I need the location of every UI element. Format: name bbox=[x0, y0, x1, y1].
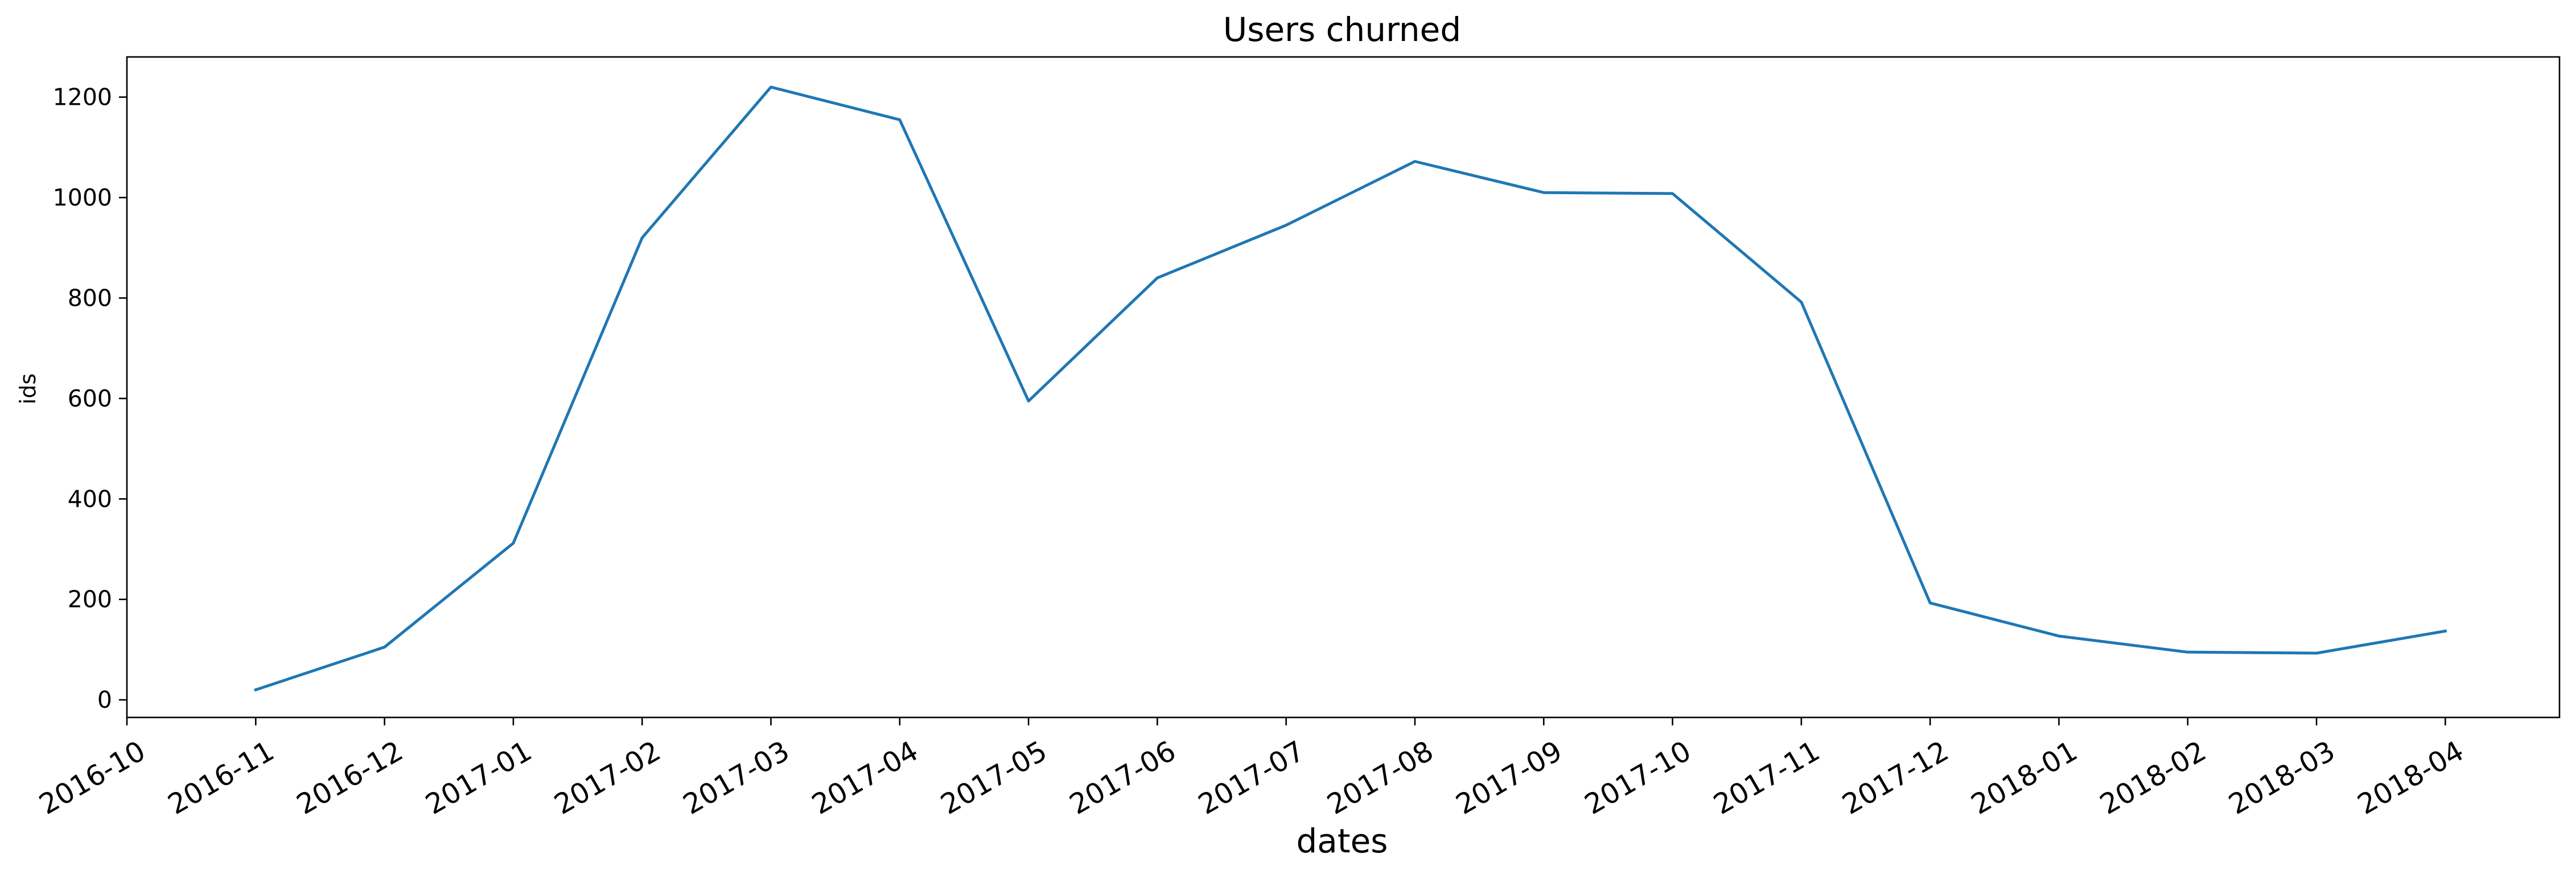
data-point bbox=[1671, 192, 1674, 195]
y-tick-label: 600 bbox=[68, 385, 112, 412]
data-point bbox=[1155, 276, 1159, 280]
data-point bbox=[2315, 651, 2318, 655]
data-point bbox=[254, 688, 257, 691]
y-axis-label: ids bbox=[15, 374, 40, 404]
data-point bbox=[1413, 159, 1417, 163]
x-axis-label: dates bbox=[1296, 822, 1388, 860]
data-point bbox=[2186, 650, 2190, 654]
y-tick-label: 1000 bbox=[53, 184, 112, 211]
y-tick-label: 1200 bbox=[53, 84, 112, 111]
data-point bbox=[898, 118, 902, 121]
data-point bbox=[1928, 601, 1932, 605]
data-point bbox=[1542, 191, 1545, 194]
data-point bbox=[383, 646, 386, 649]
y-tick-label: 400 bbox=[68, 485, 112, 512]
data-point bbox=[640, 236, 644, 240]
y-tick-label: 200 bbox=[68, 586, 112, 613]
data-point bbox=[769, 85, 773, 89]
data-point bbox=[512, 541, 515, 545]
data-point bbox=[1027, 399, 1030, 403]
y-tick-label: 0 bbox=[97, 686, 112, 713]
y-tick-label: 800 bbox=[68, 284, 112, 311]
data-point bbox=[2443, 629, 2447, 633]
data-point bbox=[1800, 300, 1803, 303]
data-point bbox=[1285, 224, 1288, 227]
data-point bbox=[2057, 634, 2061, 638]
chart-title: Users churned bbox=[1223, 10, 1461, 49]
